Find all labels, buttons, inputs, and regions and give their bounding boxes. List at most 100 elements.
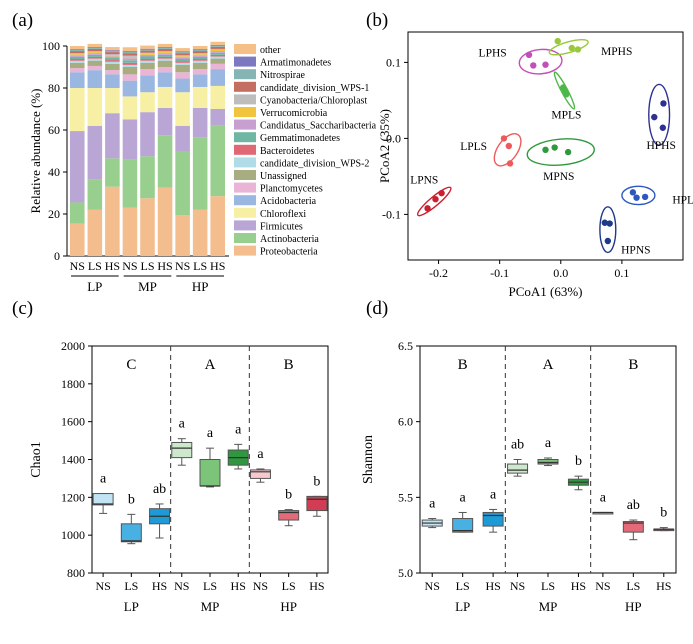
bar-segment — [70, 53, 85, 55]
significance-label: a — [490, 487, 497, 502]
panel-d-box-plot: 5.05.56.06.5ShannonBaNSaLSaHSLPAabNSaLSb… — [361, 339, 677, 614]
data-point — [564, 148, 572, 156]
bar-segment — [192, 209, 208, 256]
group-label: LPHS — [479, 48, 507, 60]
legend-swatch — [234, 132, 256, 143]
bar-segment — [210, 52, 225, 55]
bar-segment — [192, 46, 208, 50]
box — [199, 459, 221, 487]
legend-swatch — [234, 81, 256, 92]
bar-segment — [122, 58, 138, 61]
data-point — [525, 51, 533, 58]
x-tick-label: LS — [541, 579, 555, 593]
bar-segment — [157, 187, 173, 256]
data-point — [651, 113, 658, 121]
y-tick-label: 40 — [48, 165, 60, 179]
y-tick-label: 0.1 — [386, 55, 401, 69]
group-label: HPHS — [646, 140, 675, 152]
bar-segment — [70, 202, 85, 224]
legend-label: Candidatus_Saccharibacteria — [260, 121, 377, 132]
bar-segment — [192, 59, 208, 61]
group-label: MPHS — [601, 46, 632, 58]
bar-segment — [175, 215, 190, 256]
y-tick-label: 1600 — [61, 415, 85, 429]
confidence-ellipse — [493, 133, 522, 167]
bar-segment — [140, 45, 155, 49]
y-tick-label: 100 — [42, 39, 60, 53]
data-point — [424, 205, 431, 212]
box — [249, 469, 271, 479]
bar-segment — [105, 56, 120, 58]
significance-label: b — [128, 492, 135, 507]
x-tick-label: HS — [152, 579, 167, 593]
bar-segment — [122, 119, 138, 160]
bar-segment — [192, 86, 208, 108]
confidence-ellipse — [526, 138, 595, 166]
bar-segment — [87, 48, 103, 52]
confidence-ellipse — [599, 206, 617, 254]
sample-label: HS — [157, 259, 172, 273]
bar-segment — [140, 112, 155, 157]
confidence-ellipse — [648, 83, 671, 146]
legend-label: Actinobacteria — [260, 234, 319, 245]
x-tick-label: -0.1 — [490, 266, 509, 280]
bar-segment — [192, 51, 208, 54]
legend-swatch — [234, 157, 256, 168]
bar-segment — [140, 53, 155, 55]
significance-label: a — [100, 472, 107, 487]
bar-segment — [210, 54, 225, 57]
bar-segment — [157, 47, 173, 49]
bar-segment — [87, 60, 103, 66]
bar-segment — [87, 88, 103, 126]
bar-segment — [157, 56, 173, 59]
data-point — [542, 146, 549, 153]
bar-segment — [192, 55, 208, 57]
panel-label: (d) — [366, 298, 388, 319]
x-tick-label: NS — [174, 579, 189, 593]
group-label: MP — [201, 599, 220, 614]
legend-swatch — [234, 107, 256, 117]
legend-swatch — [234, 220, 256, 231]
bar-segment — [70, 49, 85, 50]
significance-label: ab — [627, 498, 640, 513]
data-point — [506, 160, 514, 167]
bar-segment — [175, 55, 190, 57]
bar-segment — [122, 207, 138, 256]
group-significance-letter: A — [543, 357, 554, 373]
legend-swatch — [234, 144, 256, 155]
bar-segment — [192, 107, 208, 138]
y-tick-label: 1000 — [61, 528, 85, 542]
group-label: HP — [625, 599, 642, 614]
bar-segment — [175, 56, 190, 58]
y-tick-label: 6.0 — [398, 415, 413, 429]
y-tick-label: 5.5 — [398, 490, 413, 504]
bar-segment — [140, 62, 155, 70]
y-tick-label: 80 — [48, 81, 60, 95]
group-label: LP — [455, 599, 470, 614]
bar-segment — [70, 60, 85, 63]
group-significance-letter: B — [458, 357, 468, 373]
bar-segment — [87, 125, 103, 180]
bar-segment — [87, 54, 103, 57]
bar-segment — [87, 52, 103, 54]
bar-segment — [175, 92, 190, 126]
significance-label: a — [429, 497, 436, 512]
y-tick-label: 1200 — [61, 490, 85, 504]
significance-label: b — [660, 506, 667, 521]
x-tick-label: LS — [626, 579, 640, 593]
bar-segment — [175, 52, 190, 54]
y-tick-label: 0.0 — [386, 131, 401, 145]
bar-segment — [210, 69, 225, 86]
y-tick-label: 5.0 — [398, 566, 413, 580]
box — [537, 459, 559, 465]
bar-segment — [105, 186, 120, 256]
bar-segment — [175, 57, 190, 60]
bar-segment — [140, 69, 155, 76]
bar-segment — [192, 74, 208, 87]
bar-segment — [175, 61, 190, 63]
group-significance-letter: B — [284, 357, 294, 373]
legend-label: Cyanobacteria/Chloroplast — [260, 95, 367, 106]
group-label: HPLS — [672, 194, 693, 206]
bar-segment — [140, 54, 155, 57]
